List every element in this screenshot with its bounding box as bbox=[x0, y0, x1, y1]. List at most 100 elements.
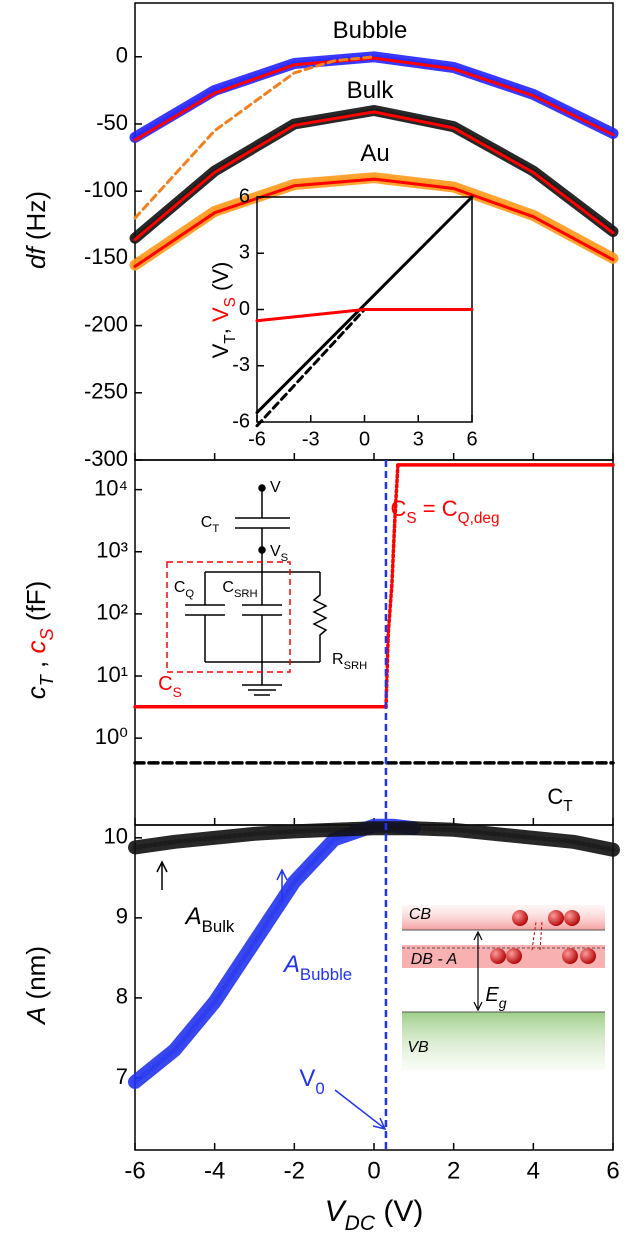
annotation: ABulk bbox=[184, 903, 235, 936]
text-part: c bbox=[21, 686, 51, 699]
x-tick-label: 0 bbox=[367, 1157, 380, 1184]
annotation: RSRH bbox=[332, 651, 367, 672]
text-part: V bbox=[270, 479, 281, 496]
text-part: (V) bbox=[375, 1195, 423, 1228]
annotation: Eg bbox=[485, 984, 506, 1010]
text-part: C bbox=[174, 579, 186, 596]
text-part: V bbox=[208, 307, 233, 322]
text-part: V bbox=[325, 1195, 348, 1228]
x-tick-label: 4 bbox=[527, 1157, 540, 1184]
data-line bbox=[133, 55, 376, 220]
text-part: A bbox=[282, 951, 300, 978]
data-line bbox=[384, 463, 400, 709]
text-part: (fF) bbox=[21, 581, 51, 629]
text-part: g bbox=[499, 995, 507, 1011]
text-part: , bbox=[21, 654, 51, 676]
annotation: CQ bbox=[174, 579, 195, 600]
x-axis-label: VDC (V) bbox=[325, 1195, 424, 1235]
y-tick-label: 10⁴ bbox=[94, 475, 128, 500]
annotation: V bbox=[270, 479, 281, 496]
text-part: CB bbox=[409, 906, 432, 923]
text-part: 0 bbox=[315, 1079, 324, 1098]
y-tick-label: -50 bbox=[96, 110, 128, 135]
text-part: Bubble bbox=[300, 965, 352, 984]
text-part: c bbox=[21, 641, 51, 654]
text-part: C bbox=[201, 514, 213, 531]
y-tick-label: 10 bbox=[104, 824, 128, 849]
data-line bbox=[255, 308, 366, 428]
plot-frame bbox=[134, 2, 614, 461]
text-part: V bbox=[270, 543, 281, 560]
y-tick-label: -6 bbox=[232, 410, 250, 432]
text-part: C bbox=[547, 784, 563, 809]
text-part: VB bbox=[407, 1039, 429, 1056]
annotation: ABubble bbox=[282, 951, 352, 984]
annotation: CSRH bbox=[222, 579, 257, 600]
y-tick-label: -200 bbox=[84, 311, 128, 336]
y-tick-label: 9 bbox=[116, 904, 128, 929]
band-diagram bbox=[402, 905, 605, 1070]
y-tick-label: 0 bbox=[239, 298, 250, 320]
text-part: S bbox=[281, 552, 288, 564]
text-part: T bbox=[563, 798, 573, 815]
data-line bbox=[133, 177, 615, 268]
data-band bbox=[128, 818, 421, 1089]
text-part: Au bbox=[360, 140, 389, 167]
annotation: CS = CQ,deg bbox=[390, 496, 499, 527]
data-line bbox=[133, 56, 615, 142]
y-tick-label: 8 bbox=[116, 984, 128, 1009]
annotation: Bubble bbox=[333, 17, 408, 44]
text-part: DB - A bbox=[411, 951, 458, 968]
y-tick-label: -100 bbox=[84, 177, 128, 202]
text-part: (nm) bbox=[21, 946, 51, 1007]
plot-frame bbox=[134, 824, 614, 1151]
text-part: S bbox=[406, 510, 416, 527]
text-part: S bbox=[37, 628, 57, 640]
annotation: CT bbox=[201, 514, 220, 535]
text-part: (Hz) bbox=[21, 191, 51, 247]
x-tick-label: 2 bbox=[447, 1157, 460, 1184]
text-part: DC bbox=[345, 1212, 376, 1235]
text-part: (V) bbox=[208, 262, 233, 297]
text-part: C bbox=[390, 496, 406, 521]
y-tick-label: -150 bbox=[84, 244, 128, 269]
y-tick-label: 7 bbox=[116, 1064, 128, 1089]
text-part: Bulk bbox=[347, 77, 395, 104]
y-tick-label: -3 bbox=[232, 354, 250, 376]
circuit bbox=[166, 484, 328, 696]
annotation: CT bbox=[547, 784, 573, 815]
y-tick-label: -300 bbox=[84, 446, 128, 471]
annotation: VS bbox=[270, 543, 288, 564]
text-part: Bulk bbox=[202, 917, 235, 936]
x-tick-label: 6 bbox=[466, 428, 477, 450]
annotation: CS bbox=[158, 673, 182, 699]
x-tick-label: 0 bbox=[359, 428, 370, 450]
text-part: A bbox=[184, 903, 202, 930]
text-part: A bbox=[21, 1007, 51, 1026]
annotation: VB bbox=[407, 1039, 429, 1056]
text-part: T bbox=[222, 334, 239, 344]
y-tick-label: 10¹ bbox=[96, 662, 128, 687]
text-part: SRH bbox=[344, 660, 368, 672]
x-tick-label: -2 bbox=[284, 1157, 305, 1184]
text-part: E bbox=[485, 984, 499, 1006]
data-band-core bbox=[132, 825, 616, 853]
y-axis-label: A (nm) bbox=[21, 946, 51, 1026]
data-line bbox=[255, 308, 474, 323]
y-tick-label: -250 bbox=[84, 379, 128, 404]
annotation: Au bbox=[360, 140, 389, 167]
data-line bbox=[255, 195, 474, 415]
y-tick-label: 10² bbox=[96, 600, 128, 625]
text-part: Q,deg bbox=[458, 510, 500, 527]
text-part: Bubble bbox=[333, 17, 408, 44]
y-axis-label: df (Hz) bbox=[21, 191, 51, 269]
text-part: = C bbox=[417, 496, 458, 521]
text-part: df bbox=[21, 245, 51, 269]
y-tick-label: 10³ bbox=[96, 538, 128, 563]
text-part: V bbox=[208, 343, 233, 358]
y-tick-label: 6 bbox=[239, 185, 250, 207]
text-part: SRH bbox=[234, 588, 258, 600]
annotation: DB - A bbox=[411, 951, 458, 968]
y-axis-label: VT, VS (V) bbox=[208, 262, 239, 359]
